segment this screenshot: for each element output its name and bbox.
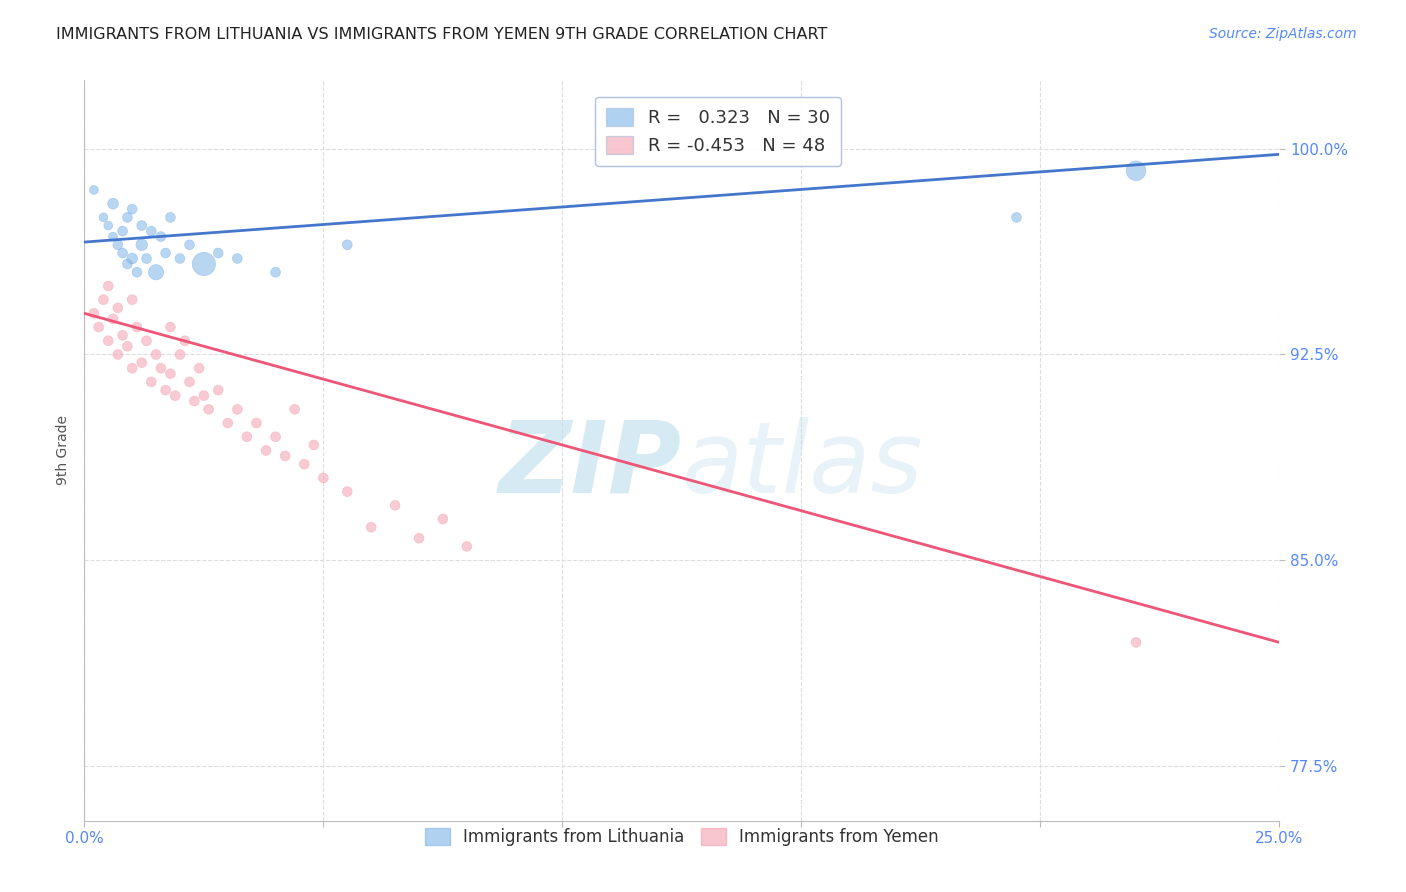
Point <box>141 224 163 238</box>
Text: ZIP: ZIP <box>499 417 682 514</box>
Point <box>217 416 239 430</box>
Point <box>408 531 430 545</box>
Point <box>107 347 129 361</box>
Point <box>159 320 181 334</box>
Point <box>1125 163 1147 178</box>
Point <box>193 257 215 271</box>
Point <box>83 183 105 197</box>
Point <box>117 211 139 225</box>
Point <box>117 339 139 353</box>
Point <box>284 402 307 417</box>
Point <box>93 211 115 225</box>
Point <box>97 279 120 293</box>
Point <box>101 196 124 211</box>
Point <box>101 311 124 326</box>
Point <box>360 520 382 534</box>
Point <box>145 265 167 279</box>
Point <box>121 293 143 307</box>
Point <box>135 334 157 348</box>
Y-axis label: 9th Grade: 9th Grade <box>56 416 70 485</box>
Point <box>131 219 153 233</box>
Point <box>165 389 187 403</box>
Point <box>97 334 120 348</box>
Point <box>312 471 335 485</box>
Point <box>117 257 139 271</box>
Point <box>188 361 211 376</box>
Point <box>111 328 134 343</box>
Point <box>107 301 129 315</box>
Legend: Immigrants from Lithuania, Immigrants from Yemen: Immigrants from Lithuania, Immigrants fr… <box>418 822 946 853</box>
Point <box>264 430 287 444</box>
Point <box>236 430 259 444</box>
Point <box>93 293 115 307</box>
Point <box>159 211 181 225</box>
Point <box>159 367 181 381</box>
Point <box>125 320 148 334</box>
Point <box>1005 211 1028 225</box>
Point <box>456 540 478 554</box>
Point <box>226 402 249 417</box>
Point <box>135 252 157 266</box>
Point <box>121 202 143 216</box>
Point <box>87 320 110 334</box>
Point <box>179 237 201 252</box>
Point <box>207 246 229 260</box>
Point <box>193 389 215 403</box>
Point <box>111 224 134 238</box>
Point <box>245 416 267 430</box>
Point <box>121 361 143 376</box>
Point <box>274 449 297 463</box>
Point <box>169 347 191 361</box>
Point <box>183 394 205 409</box>
Point <box>131 356 153 370</box>
Point <box>207 383 229 397</box>
Point <box>111 246 134 260</box>
Point <box>149 361 172 376</box>
Point <box>141 375 163 389</box>
Point <box>264 265 287 279</box>
Point <box>169 252 191 266</box>
Point <box>155 246 177 260</box>
Point <box>155 383 177 397</box>
Point <box>125 265 148 279</box>
Point <box>83 306 105 320</box>
Point <box>121 252 143 266</box>
Point <box>432 512 454 526</box>
Text: IMMIGRANTS FROM LITHUANIA VS IMMIGRANTS FROM YEMEN 9TH GRADE CORRELATION CHART: IMMIGRANTS FROM LITHUANIA VS IMMIGRANTS … <box>56 27 828 42</box>
Point <box>197 402 219 417</box>
Point <box>101 229 124 244</box>
Point <box>384 498 406 512</box>
Point <box>336 484 359 499</box>
Point <box>149 229 172 244</box>
Point <box>97 219 120 233</box>
Point <box>302 438 325 452</box>
Point <box>254 443 277 458</box>
Point <box>336 237 359 252</box>
Point <box>226 252 249 266</box>
Text: atlas: atlas <box>682 417 924 514</box>
Point <box>292 457 315 471</box>
Point <box>131 237 153 252</box>
Point <box>1125 635 1147 649</box>
Point <box>179 375 201 389</box>
Point <box>173 334 195 348</box>
Point <box>145 347 167 361</box>
Text: Source: ZipAtlas.com: Source: ZipAtlas.com <box>1209 27 1357 41</box>
Point <box>107 237 129 252</box>
